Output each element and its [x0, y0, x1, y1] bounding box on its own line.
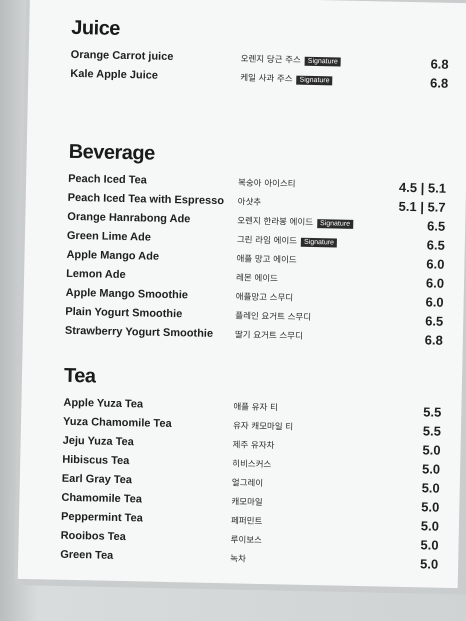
- item-price: 5.0: [421, 499, 440, 515]
- item-name: Rooibos Tea: [60, 529, 126, 544]
- item-korean: 유자 캐모마일 티: [233, 419, 293, 432]
- korean-name: 캐모마일: [231, 497, 263, 508]
- item-price: 6.8: [429, 75, 449, 91]
- item-korean: 애플망고 스무디: [236, 290, 294, 303]
- item-name: Lemon Ade: [66, 267, 126, 282]
- item-name: Peppermint Tea: [60, 510, 143, 525]
- item-korean: 케일 사과 주스 Signature: [240, 71, 333, 86]
- item-price: 5.5: [422, 423, 442, 439]
- item-price: 5.0: [421, 480, 440, 496]
- item-price: 6.5: [426, 237, 445, 253]
- section-title: Juice: [71, 16, 121, 40]
- item-name: Kale Apple Juice: [70, 67, 159, 82]
- item-price: 5.5: [423, 404, 442, 420]
- item-korean: 딸기 요거트 스무디: [235, 328, 303, 341]
- menu-section: Beverage Peach Iced Tea 복숭아 아이스티 4.5 | 5.1 P…: [27, 140, 447, 348]
- item-name: Hibiscus Tea: [62, 453, 130, 468]
- signature-badge: Signature: [316, 219, 354, 229]
- korean-name: 히비스커스: [232, 459, 272, 471]
- item-korean: 레몬 에이드: [236, 271, 278, 284]
- item-price: 5.0: [421, 461, 441, 477]
- korean-name: 녹차: [230, 554, 246, 565]
- korean-name: 제주 유자차: [232, 440, 275, 452]
- item-name: Green Lime Ade: [66, 229, 152, 244]
- item-price: 6.0: [425, 294, 444, 310]
- item-price: 5.0: [420, 537, 439, 553]
- menu-section: Juice Orange Carrot juice 오렌지 당근 주스 Signatu…: [30, 16, 450, 91]
- item-name: Apple Mango Smoothie: [65, 286, 189, 302]
- item-price: 6.0: [426, 256, 445, 272]
- korean-name: 얼그레이: [231, 478, 264, 489]
- item-price: 4.5 | 5.1: [398, 179, 447, 196]
- menu-sheet: Juice Orange Carrot juice 오렌지 당근 주스 Signatu…: [17, 0, 466, 589]
- signature-badge: Signature: [300, 237, 338, 248]
- item-korean: 그린 라임 에이드 Signature: [236, 233, 338, 248]
- item-korean: 오렌지 한라봉 에이드 Signature: [237, 214, 354, 229]
- korean-name: 레몬 에이드: [235, 273, 278, 285]
- item-name: Apple Mango Ade: [66, 248, 160, 263]
- item-price: 6.5: [425, 313, 444, 329]
- item-name: Apple Yuza Tea: [63, 396, 144, 411]
- korean-name: 케일 사과 주스: [240, 73, 293, 85]
- item-price: 6.8: [424, 332, 443, 348]
- korean-name: 플레인 요거트 스무디: [235, 311, 312, 323]
- korean-name: 애플 망고 에이드: [236, 254, 297, 266]
- item-name: Green Tea: [60, 548, 114, 562]
- item-korean: 아샷추: [238, 195, 262, 207]
- item-name: Peach Iced Tea: [68, 172, 147, 187]
- korean-name: 루이보스: [230, 535, 262, 546]
- item-name: Jeju Yuza Tea: [62, 434, 134, 449]
- item-name: Earl Gray Tea: [61, 472, 133, 487]
- korean-name: 복숭아 아이스티: [237, 178, 296, 190]
- item-korean: 애플 유자 티: [233, 400, 278, 413]
- item-korean: 히비스커스: [232, 457, 271, 470]
- section-title: Beverage: [68, 140, 155, 165]
- korean-name: 오렌지 당근 주스: [240, 54, 301, 66]
- korean-name: 애플망고 스무디: [235, 292, 294, 304]
- item-price: 5.0: [422, 442, 441, 458]
- item-name: Strawberry Yogurt Smoothie: [64, 324, 214, 340]
- korean-name: 페퍼민트: [230, 516, 263, 527]
- item-korean: 페퍼민트: [231, 514, 263, 527]
- item-price: 5.1 | 5.7: [398, 198, 446, 215]
- korean-name: 딸기 요거트 스무디: [234, 330, 303, 342]
- korean-name: 애플 유자 티: [233, 402, 278, 414]
- korean-name: 유자 캐모마일 티: [232, 421, 294, 433]
- item-korean: 캐모마일: [231, 495, 263, 508]
- menu-section: Tea Apple Yuza Tea 애플 유자 티 5.5 Yuza Chamomil…: [22, 364, 442, 572]
- section-title: Tea: [63, 364, 96, 388]
- item-name: Chamomile Tea: [61, 491, 143, 506]
- item-korean: 제주 유자차: [232, 438, 274, 451]
- item-price: 5.0: [419, 556, 439, 572]
- item-name: Plain Yogurt Smoothie: [65, 305, 183, 321]
- item-korean: 오렌지 당근 주스 Signature: [240, 52, 341, 67]
- item-korean: 루이보스: [230, 533, 262, 546]
- item-korean: 복숭아 아이스티: [238, 176, 296, 189]
- item-price: 6.0: [425, 275, 445, 291]
- korean-name: 아샷추: [237, 197, 262, 208]
- item-name: Orange Carrot juice: [70, 48, 174, 64]
- signature-badge: Signature: [304, 56, 341, 67]
- item-price: 6.8: [430, 56, 449, 72]
- korean-name: 오렌지 한라봉 에이드: [237, 216, 314, 228]
- item-price: 5.0: [420, 518, 440, 534]
- item-korean: 얼그레이: [232, 476, 264, 489]
- item-name: Yuza Chamomile Tea: [62, 415, 172, 431]
- item-price: 6.5: [426, 218, 446, 234]
- korean-name: 그린 라임 에이드: [236, 235, 298, 247]
- item-name: Orange Hanrabong Ade: [67, 210, 191, 226]
- item-name: Peach Iced Tea with Espresso: [67, 191, 225, 208]
- item-korean: 플레인 요거트 스무디: [235, 309, 311, 323]
- item-korean: 녹차: [230, 552, 246, 564]
- item-korean: 애플 망고 에이드: [236, 252, 296, 265]
- signature-badge: Signature: [296, 75, 333, 86]
